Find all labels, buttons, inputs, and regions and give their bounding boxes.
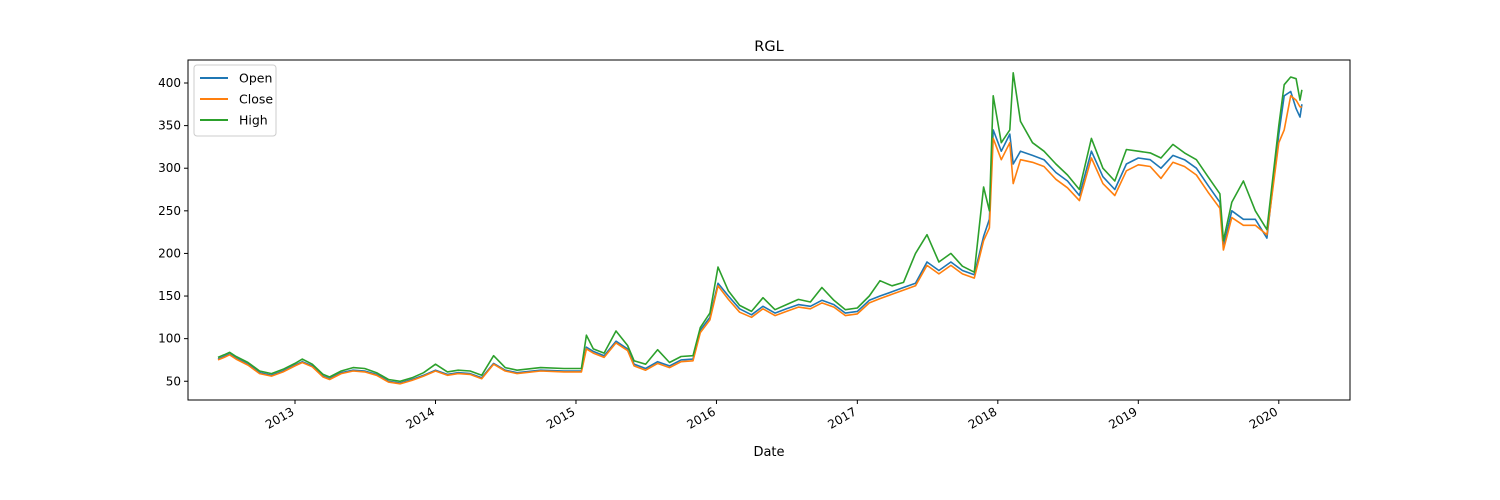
y-tick-label: 350	[158, 119, 181, 133]
y-tick-label: 100	[158, 332, 181, 346]
x-tick-label: 2015	[544, 404, 577, 431]
x-tick-label: 2018	[966, 404, 999, 431]
y-tick-label: 50	[166, 374, 181, 388]
legend-label-open: Open	[239, 71, 272, 86]
series-line-open	[217, 90, 1303, 384]
x-tick-label: 2020	[1247, 404, 1280, 431]
legend-box	[193, 64, 277, 137]
legend-label-close: Close	[239, 92, 273, 107]
series-line-high	[217, 72, 1303, 383]
series-line-close	[217, 95, 1302, 385]
x-axis: 2013 2014 2015 2016 2017 2018 2019 2020	[263, 400, 1280, 432]
x-tick-label: 2017	[825, 404, 858, 431]
y-axis: 50 100 150 200 250 300 350 400	[158, 76, 188, 388]
y-tick-label: 250	[158, 204, 181, 218]
y-tick-label: 300	[158, 161, 181, 175]
x-tick-label: 2014	[404, 404, 437, 431]
x-tick-label: 2013	[263, 404, 296, 431]
plot-frame	[187, 59, 1351, 401]
y-tick-label: 150	[158, 289, 181, 303]
x-tick-label: 2019	[1106, 404, 1139, 431]
legend-label-high: High	[239, 113, 268, 128]
legend: Open Close High	[193, 64, 277, 137]
y-tick-label: 200	[158, 246, 181, 260]
series-layer	[217, 72, 1303, 385]
x-tick-label: 2016	[685, 404, 718, 431]
x-axis-label: Date	[753, 445, 784, 460]
chart-title: RGL	[754, 39, 783, 55]
y-tick-label: 400	[158, 76, 181, 90]
